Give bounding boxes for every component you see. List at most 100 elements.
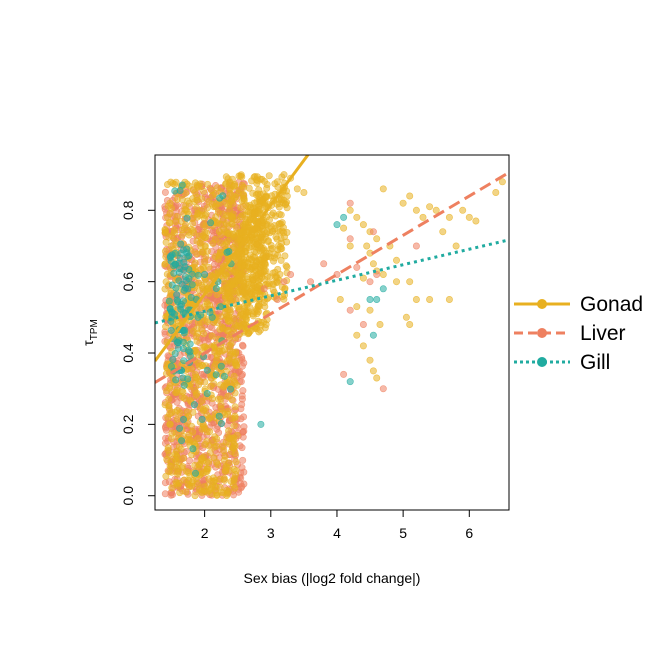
gonad-point <box>406 278 414 286</box>
gonad-point <box>340 224 348 232</box>
gonad-point <box>222 173 230 181</box>
gill-point <box>194 313 202 321</box>
gonad-point <box>170 226 178 234</box>
gonad-point <box>231 484 239 492</box>
gonad-point <box>224 290 232 298</box>
gonad-point <box>164 202 172 210</box>
gonad-point <box>216 325 224 333</box>
gonad-point <box>221 346 229 354</box>
gonad-point <box>189 408 197 416</box>
gonad-point <box>172 237 180 245</box>
gonad-point <box>228 175 236 183</box>
gonad-point <box>172 218 180 226</box>
gonad-point <box>232 471 240 479</box>
gill-point <box>169 356 177 364</box>
gonad-point <box>373 235 381 243</box>
gill-point <box>188 281 196 289</box>
gill-point <box>178 437 186 445</box>
gonad-point <box>198 281 206 289</box>
liver-point <box>369 228 377 236</box>
gonad-point <box>203 464 211 472</box>
gonad-point <box>269 269 277 277</box>
y-tick-label: 0.4 <box>120 343 136 363</box>
gonad-point <box>498 178 506 186</box>
gonad-point <box>189 219 197 227</box>
y-axis: 0.0 0.2 0.4 0.6 0.8 <box>120 200 156 505</box>
gonad-point <box>399 199 407 207</box>
gill-point <box>185 252 193 260</box>
gonad-point <box>193 213 201 221</box>
gonad-point <box>204 180 212 188</box>
liver-point <box>161 479 169 487</box>
gill-point <box>167 362 175 370</box>
gonad-point <box>200 330 208 338</box>
gonad-point <box>225 356 233 364</box>
gonad-point <box>492 189 500 197</box>
gonad-point <box>412 206 420 214</box>
gonad-point <box>162 323 170 331</box>
gonad-point <box>268 227 276 235</box>
legend-label-liver: Liver <box>580 322 626 345</box>
gonad-point <box>187 365 195 373</box>
gonad-point <box>245 208 253 216</box>
gill-point <box>167 326 175 334</box>
gonad-point <box>230 422 238 430</box>
gonad-point <box>200 187 208 195</box>
gill-point <box>167 252 175 260</box>
gonad-point <box>274 251 282 259</box>
gonad-point <box>258 222 266 230</box>
gonad-point <box>226 333 234 341</box>
gonad-point <box>167 435 175 443</box>
gonad-point <box>240 194 248 202</box>
gonad-point <box>223 212 231 220</box>
gill-point <box>198 415 206 423</box>
gill-point <box>207 219 215 227</box>
gonad-point <box>206 449 214 457</box>
gonad-point <box>239 289 247 297</box>
gonad-point <box>263 184 271 192</box>
gonad-point <box>225 317 233 325</box>
liver-point <box>186 457 194 465</box>
fit-lines-layer <box>155 155 509 384</box>
gill-point <box>203 389 211 397</box>
gonad-point <box>200 215 208 223</box>
gonad-point <box>273 178 281 186</box>
gonad-point <box>228 192 236 200</box>
gonad-point <box>213 458 221 466</box>
gonad-point <box>225 427 233 435</box>
gonad-point <box>162 238 170 246</box>
gill-point <box>223 248 231 256</box>
gonad-point <box>161 260 169 268</box>
gonad-point <box>235 259 243 267</box>
gonad-point <box>206 414 214 422</box>
gonad-point <box>205 458 213 466</box>
gonad-point <box>235 319 243 327</box>
gonad-point <box>193 196 201 204</box>
x-tick-label: 5 <box>399 525 407 541</box>
gonad-point <box>163 387 171 395</box>
gill-point <box>212 284 220 292</box>
gonad-point <box>193 325 201 333</box>
y-axis-title-main: τ <box>80 340 96 346</box>
gonad-point <box>177 445 185 453</box>
gonad-point <box>214 255 222 263</box>
gonad-point <box>213 184 221 192</box>
gill-point <box>219 192 227 200</box>
gonad-point <box>164 444 172 452</box>
gonad-point <box>363 242 371 250</box>
legend-marker-gill <box>537 357 547 367</box>
gonad-point <box>280 229 288 237</box>
gonad-point <box>230 182 238 190</box>
gonad-point <box>231 378 239 386</box>
gill-point <box>190 401 198 409</box>
gonad-point <box>199 248 207 256</box>
gill-point <box>174 298 182 306</box>
gonad-point <box>245 255 253 263</box>
liver-point <box>379 385 387 393</box>
gill-point <box>366 295 374 303</box>
gonad-point <box>245 184 253 192</box>
gonad-point <box>260 177 268 185</box>
gill-point <box>217 362 225 370</box>
gonad-point <box>165 219 173 227</box>
gonad-point <box>242 218 250 226</box>
